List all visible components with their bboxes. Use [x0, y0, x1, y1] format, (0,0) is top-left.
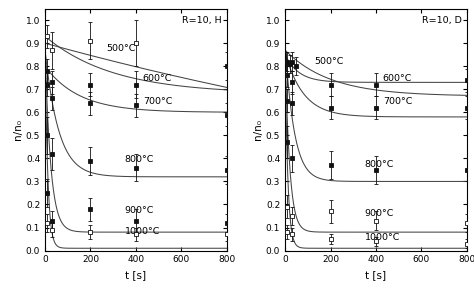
- Text: 700°C: 700°C: [383, 97, 412, 106]
- Text: 800°C: 800°C: [125, 155, 154, 164]
- X-axis label: t [s]: t [s]: [365, 270, 386, 280]
- Text: 1000°C: 1000°C: [125, 227, 160, 236]
- Text: 1000°C: 1000°C: [365, 233, 400, 242]
- Text: 900°C: 900°C: [365, 209, 394, 218]
- Text: 700°C: 700°C: [143, 97, 172, 106]
- Text: R=10, D: R=10, D: [421, 16, 461, 25]
- Text: R=10, H: R=10, H: [182, 16, 221, 25]
- Text: 900°C: 900°C: [125, 206, 154, 215]
- Y-axis label: n/n₀: n/n₀: [253, 119, 263, 140]
- Text: 600°C: 600°C: [383, 74, 412, 83]
- Text: 800°C: 800°C: [365, 160, 394, 169]
- Text: 600°C: 600°C: [143, 74, 172, 84]
- Text: 500°C: 500°C: [315, 57, 344, 66]
- Y-axis label: n/n₀: n/n₀: [13, 119, 23, 140]
- Text: 500°C: 500°C: [106, 44, 136, 54]
- X-axis label: t [s]: t [s]: [126, 270, 146, 280]
